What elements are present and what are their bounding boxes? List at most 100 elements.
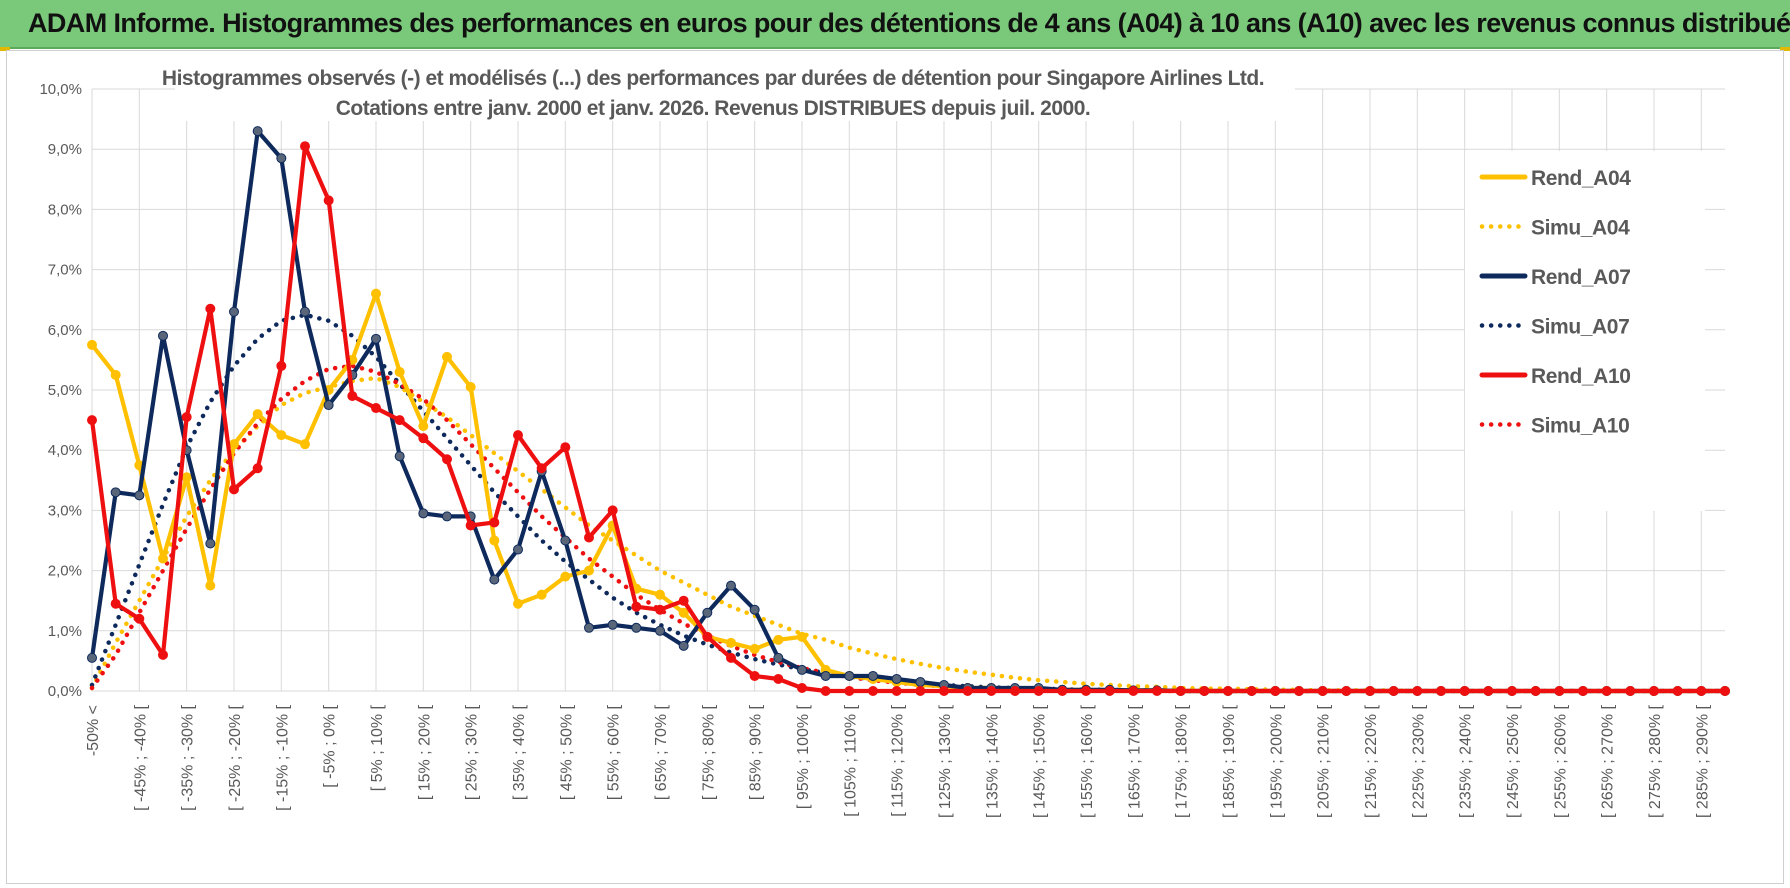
x-tick-label: [ 15% ; 20% [ [416,704,433,800]
chart-area: 0,0% 1,0% 2,0% 3,0% 4,0% 5,0% 6,0% 7,0% 8,0% 9,0%… [39,57,1730,818]
y-tick-label: 3,0% [48,502,82,519]
y-axis-ticks: 0,0% 1,0% 2,0% 3,0% 4,0% 5,0% 6,0% 7,0% 8,0% 9,0%… [39,81,82,700]
data-point [489,517,500,528]
data-point [1128,686,1139,696]
x-tick-label: [ 225% ; 230% [ [1410,704,1427,818]
data-point [87,415,97,426]
x-tick-label: [ 245% ; 250% [ [1505,704,1522,818]
data-point [560,535,571,546]
data-point [1554,686,1565,696]
x-tick-label: [ 115% ; 120% [ [890,704,907,816]
data-point [205,303,216,314]
data-point [181,472,192,483]
data-point [229,439,239,450]
data-point [323,195,334,206]
x-tick-label: [ 275% ; 280% [ [1647,704,1664,818]
x-tick-label: [ 135% ; 140% [ [984,704,1001,818]
data-point [442,511,452,522]
chart-legend: Rend_A04 Simu_A04 Rend_A07 Simu_A07 Rend_A10… [1479,167,1632,438]
data-point [986,686,997,696]
series-line-rend-a10 [89,144,1728,694]
data-point [1033,686,1044,696]
data-point [1341,686,1352,696]
data-point [915,686,926,696]
data-point [371,403,381,414]
data-point [323,400,334,411]
y-tick-label: 7,0% [48,262,82,279]
data-point [1199,686,1210,696]
data-point [1081,686,1091,696]
data-point [418,421,429,432]
data-point [702,607,713,618]
data-point [655,589,665,600]
x-tick-label: [ 105% ; 110% [ [842,704,859,816]
data-point [678,640,689,651]
x-tick-label: [ 185% ; 190% [ [1221,704,1238,818]
data-point [276,430,287,441]
data-point [394,451,405,462]
data-point [726,652,736,663]
x-tick-label: [ -45% ; -40% [ [132,704,149,810]
data-point [513,598,523,609]
data-point [1365,686,1375,696]
data-point [797,631,807,642]
data-point [513,544,523,555]
y-tick-label: 9,0% [48,141,82,158]
data-point [1317,686,1328,696]
data-point [726,580,736,591]
data-point [560,571,571,582]
data-point [371,333,381,344]
data-point [1057,686,1068,696]
data-point [631,601,642,612]
x-tick-label: [ 125% ; 130% [ [937,704,954,818]
data-point [868,670,878,681]
data-point [300,439,310,450]
data-point [631,622,642,633]
x-tick-label: [ 85% ; 90% [ [748,704,765,800]
legend-label: Simu_A10 [1531,415,1629,438]
data-point [442,454,452,465]
data-point [891,673,902,684]
corner-mark-left [0,47,10,51]
x-tick-label: [ 255% ; 260% [ [1552,704,1569,818]
data-point [394,415,405,426]
chart-subtitle: Cotations entre janv. 2000 et janv. 2026… [336,97,1091,120]
data-point [655,604,665,615]
x-tick-label: [ 175% ; 180% [ [1174,704,1191,818]
data-point [465,520,476,531]
data-point [844,686,855,696]
data-point [820,670,831,681]
data-point [797,664,807,675]
data-point [749,670,760,681]
y-tick-label: 4,0% [48,442,82,459]
x-tick-label: [ -5% ; 0% [ [322,704,339,787]
data-point [584,532,594,543]
x-tick-label: [ 215% ; 220% [ [1363,704,1380,818]
legend-label: Rend_A04 [1531,167,1631,190]
data-point [276,153,287,164]
data-point [465,381,476,392]
x-axis-ticks: -50% < [ -45% ; -40% [[ -35% ; -30% [[ -2… [85,704,1711,818]
y-tick-label: 10,0% [39,81,82,98]
report-title: ADAM Informe. Histogrammes des performan… [28,8,1790,38]
data-point [749,604,760,615]
data-point [181,412,192,423]
data-point [347,391,358,402]
x-tick-label: [ 75% ; 80% [ [700,704,717,800]
data-point [1294,686,1304,696]
x-tick-label: [ 45% ; 50% [ [558,704,575,800]
x-tick-label: [ 35% ; 40% [ [511,704,528,800]
data-point [158,649,168,660]
data-point [110,487,121,498]
report-banner: ADAM Informe. Histogrammes des performan… [0,0,1790,49]
data-point [1507,686,1517,696]
data-point [560,442,571,453]
corner-mark-right [1780,47,1790,51]
x-tick-label: [ 235% ; 240% [ [1458,704,1475,818]
y-tick-label: 1,0% [48,623,82,640]
x-tick-label: [ 95% ; 100% [ [795,704,812,809]
data-point [1601,686,1612,696]
data-point [1223,686,1233,696]
data-point [1412,686,1423,696]
data-point [276,360,287,371]
